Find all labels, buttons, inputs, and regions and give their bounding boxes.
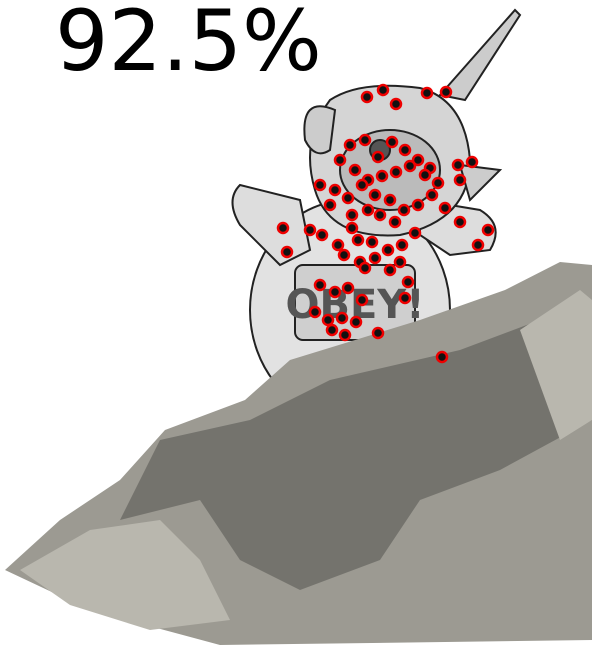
- gaze-dot: [323, 198, 337, 212]
- gaze-dot: [313, 278, 327, 292]
- gaze-dot: [435, 350, 449, 364]
- gaze-dot: [276, 221, 290, 235]
- ear: [303, 105, 337, 155]
- gaze-dot: [381, 243, 395, 257]
- gaze-dot: [303, 223, 317, 237]
- gaze-dot: [411, 198, 425, 212]
- gaze-dot: [331, 238, 345, 252]
- gaze-dot: [397, 203, 411, 217]
- rock-light: [20, 520, 230, 630]
- gaze-dot: [341, 281, 355, 295]
- gaze-dot: [393, 255, 407, 269]
- gaze-dot: [411, 153, 425, 167]
- gaze-dot: [360, 90, 374, 104]
- gaze-dot: [420, 86, 434, 100]
- gaze-dot: [398, 291, 412, 305]
- gaze-dot: [343, 138, 357, 152]
- gaze-dots: [276, 83, 495, 364]
- gaze-dot: [345, 208, 359, 222]
- gaze-dot: [355, 293, 369, 307]
- gaze-dot: [453, 215, 467, 229]
- gaze-dot: [328, 183, 342, 197]
- gaze-dot: [481, 223, 495, 237]
- gaze-dot: [408, 226, 422, 240]
- gaze-dot: [315, 228, 329, 242]
- gaze-dot: [328, 285, 342, 299]
- rock-light-2: [520, 290, 592, 440]
- gaze-dot: [341, 191, 355, 205]
- gaze-dot: [345, 221, 359, 235]
- gaze-dot: [368, 251, 382, 265]
- gaze-dot: [325, 323, 339, 337]
- gaze-dot: [373, 208, 387, 222]
- gaze-dot: [358, 261, 372, 275]
- gaze-dot: [371, 326, 385, 340]
- gaze-dot: [418, 168, 432, 182]
- gaze-dot: [398, 143, 412, 157]
- gaze-dot: [358, 133, 372, 147]
- gaze-dot: [335, 311, 349, 325]
- gaze-dot: [337, 248, 351, 262]
- gaze-dot: [351, 233, 365, 247]
- gaze-dot: [348, 163, 362, 177]
- left-arm: [231, 183, 312, 267]
- gaze-dot: [368, 188, 382, 202]
- gaze-dot: [371, 150, 385, 164]
- gaze-dot: [451, 158, 465, 172]
- gaze-dot: [361, 203, 375, 217]
- gaze-dot: [376, 83, 390, 97]
- gaze-dot: [321, 313, 335, 327]
- gaze-dot: [385, 135, 399, 149]
- ear-right: [458, 163, 503, 202]
- gaze-dot: [403, 159, 417, 173]
- rock-shade: [120, 320, 592, 590]
- gaze-dot: [338, 328, 352, 342]
- gaze-dot: [308, 305, 322, 319]
- gaze-dot: [389, 165, 403, 179]
- gaze-dot: [431, 176, 445, 190]
- gaze-dot: [383, 193, 397, 207]
- gaze-dot: [280, 245, 294, 259]
- score-text: 92.5%: [55, 0, 322, 90]
- gaze-dot: [333, 153, 347, 167]
- gaze-dot: [388, 215, 402, 229]
- gaze-dot: [438, 201, 452, 215]
- gaze-dot: [349, 315, 363, 329]
- gaze-dot: [365, 235, 379, 249]
- gaze-dot: [389, 97, 403, 111]
- gaze-dot: [375, 169, 389, 183]
- gaze-dot: [465, 155, 479, 169]
- gaze-dot: [453, 173, 467, 187]
- gaze-dot: [355, 178, 369, 192]
- gaze-dot: [425, 188, 439, 202]
- gaze-dot: [395, 238, 409, 252]
- gaze-dot: [439, 85, 453, 99]
- gaze-dot: [313, 178, 327, 192]
- gaze-dot: [383, 263, 397, 277]
- gaze-dot: [471, 238, 485, 252]
- gaze-dot: [401, 275, 415, 289]
- antenna: [438, 8, 522, 102]
